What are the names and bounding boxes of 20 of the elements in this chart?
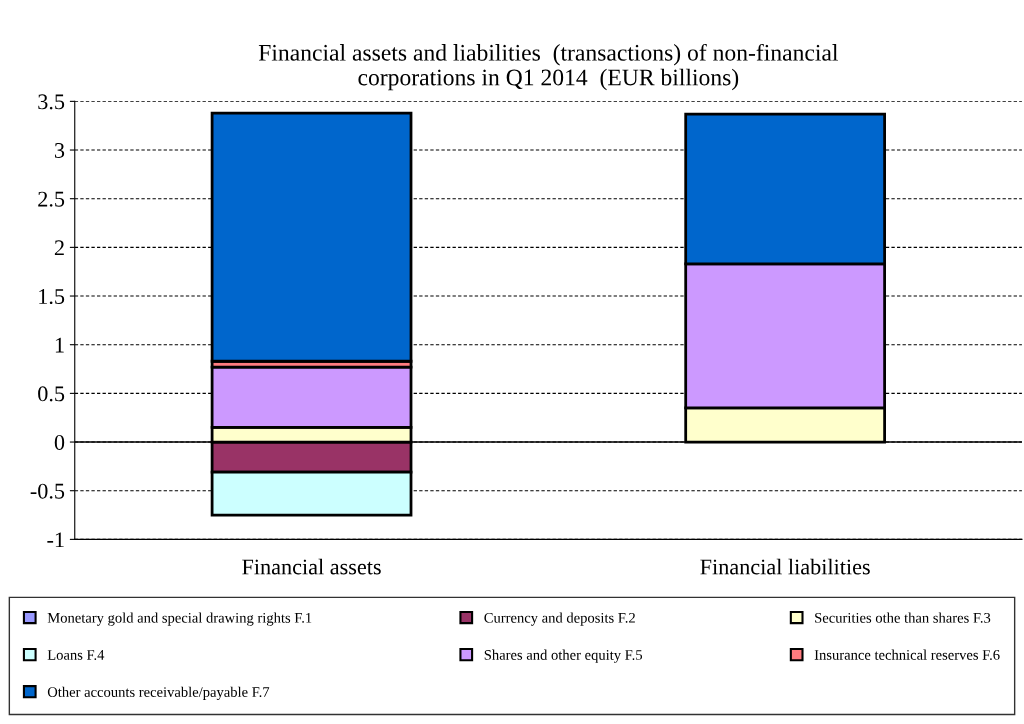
legend-label: Currency and deposits F.2 (484, 612, 635, 626)
y-tick-label: -0.5 (30, 483, 65, 499)
legend-label: Loans F.4 (47, 650, 105, 660)
y-tick-label: 1 (55, 337, 64, 353)
y-tick-label: 0.5 (38, 386, 65, 402)
legend-label: Shares and other equity F.5 (484, 649, 643, 663)
y-tick-label: 3 (54, 143, 65, 158)
y-tick-label: 2.5 (38, 191, 65, 207)
y-tick-label: 2 (54, 240, 64, 256)
y-tick-label: -1 (47, 532, 64, 548)
legend-label: Monetary gold and special drawing rights F.1 (47, 612, 312, 626)
legend-label: Securities othe than shares F.3 (815, 612, 991, 623)
y-tick-label: 3.5 (38, 94, 65, 110)
x-tick-label: Financial assets (242, 558, 381, 575)
legend-label: Insurance technical reserves F.6 (814, 649, 1000, 660)
x-tick-label: Financial liabilities (700, 558, 870, 575)
y-tick-label: 0 (54, 434, 65, 450)
y-tick-label: 1.5 (39, 289, 65, 305)
legend-label: Other accounts receivable/payable F.7 (47, 686, 270, 700)
chart-title: Financial assets and liabilities (transactions) of non-financial corporations in Q1 2014 (EUR billions) (258, 43, 839, 91)
